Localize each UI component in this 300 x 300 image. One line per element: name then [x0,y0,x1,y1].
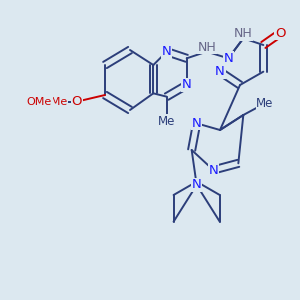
Text: OMe: OMe [42,97,68,107]
Text: Me: Me [158,115,175,128]
Text: N: N [208,164,218,176]
Text: OMe: OMe [27,97,52,107]
Text: O: O [71,95,82,108]
Text: N: N [224,52,233,65]
Text: N: N [182,79,191,92]
Text: N: N [192,117,202,130]
Text: O: O [275,27,285,40]
Text: Me: Me [256,97,274,110]
Text: N: N [215,65,225,78]
Text: N: N [162,45,172,58]
Text: NH: NH [234,27,253,40]
Text: N: N [192,178,202,191]
Text: NH: NH [197,41,216,54]
